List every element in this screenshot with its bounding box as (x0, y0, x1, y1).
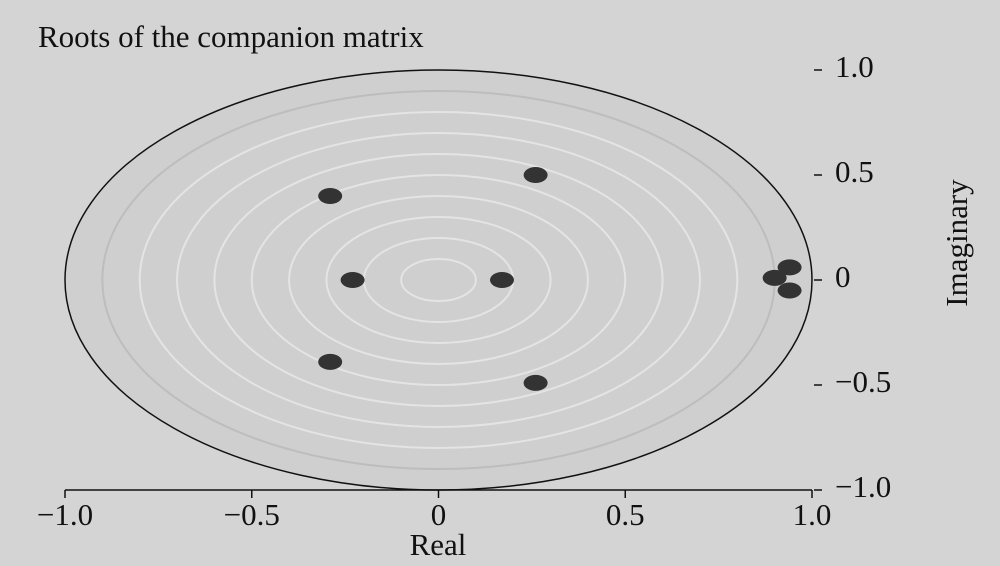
y-tick-label: 1.0 (835, 49, 874, 84)
root-point (489, 272, 514, 288)
ring (400, 258, 477, 302)
y-tick-label: 0 (835, 259, 851, 294)
root-point (318, 188, 343, 204)
root-point (523, 167, 548, 183)
y-tick-label: 0.5 (835, 154, 874, 189)
x-tick-label: −1.0 (37, 497, 93, 532)
root-point (340, 272, 365, 288)
y-axis-label: Imaginary (939, 179, 974, 307)
x-tick-label: 0 (431, 497, 447, 532)
ring (325, 216, 552, 344)
ring (288, 195, 589, 365)
x-tick-label: 0.5 (606, 497, 645, 532)
root-point (318, 353, 343, 370)
x-axis-label: Real (410, 527, 467, 562)
root-point (777, 282, 802, 299)
ring (213, 153, 664, 407)
y-tick-label: −0.5 (835, 364, 891, 399)
root-point (777, 259, 802, 276)
root-point (762, 269, 787, 286)
x-tick-label: −0.5 (224, 497, 280, 532)
ring (138, 111, 739, 449)
x-tick-label: 1.0 (793, 497, 832, 532)
ring (176, 132, 701, 428)
root-point (523, 374, 548, 391)
y-tick-label: −1.0 (835, 469, 891, 504)
ring (250, 174, 627, 386)
chart-title: Roots of the companion matrix (38, 19, 424, 54)
